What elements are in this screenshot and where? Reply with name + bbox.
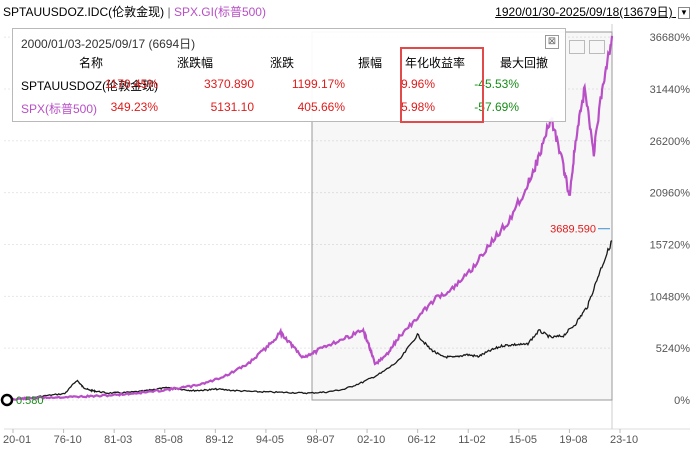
chevron-down-icon[interactable]: ▼ [678, 7, 690, 19]
row-annual-return: 9.96% [400, 77, 435, 91]
date-range-text: 1920/01/30-2025/09/18(13679日) [495, 5, 673, 19]
stats-row-gold: SPTAUUSDOZ(伦敦金现) 1170.45% 3370.890 1199.… [13, 74, 565, 94]
y-tick-label: 31440% [650, 84, 691, 96]
stats-header-row: 名称 涨跌幅 涨跌 振幅 年化收益率 最大回撤 [13, 51, 565, 71]
window-close-icon[interactable] [589, 40, 605, 54]
x-tick-label: 94-05 [256, 434, 284, 446]
row-max-drawdown: -45.53% [474, 77, 519, 91]
x-tick-label: 81-03 [104, 434, 132, 446]
symbol-spx-label[interactable]: SPX.GI(标普500) [173, 5, 266, 19]
row-amplitude: 405.66% [297, 100, 345, 114]
row-change-pct: 349.23% [110, 100, 158, 114]
row-name: SPTAUUSDOZ(伦敦金现) [21, 79, 159, 93]
maximize-icon[interactable] [569, 40, 585, 54]
x-tick-label: 23-10 [610, 434, 638, 446]
row-change: 3370.890 [203, 77, 254, 91]
symbol-separator: | [167, 5, 171, 19]
x-tick-label: 76-10 [54, 434, 82, 446]
x-tick-label: 20-01 [3, 434, 31, 446]
header-change: 涨跌 [270, 56, 295, 70]
header-symbols: SPTAUUSDOZ.IDC(伦敦金现) | SPX.GI(标普500) [3, 3, 266, 20]
x-tick-label: 85-08 [155, 434, 183, 446]
x-tick-label: 19-08 [559, 434, 587, 446]
tooltip-date-range: 2000/01/03-2025/09/17 (6694日) [21, 37, 196, 51]
row-change: 5131.10 [210, 100, 254, 114]
y-tick-label: 5240% [656, 343, 690, 355]
x-tick-label: 06-12 [408, 434, 436, 446]
stats-row-spx: SPX(标普500) 349.23% 5131.10 405.66% 5.98%… [13, 97, 565, 117]
x-tick-label: 15-05 [509, 434, 537, 446]
y-tick-label: 20960% [650, 188, 691, 200]
row-amplitude: 1199.17% [291, 77, 345, 91]
header-annual-return: 年化收益率 [405, 56, 466, 70]
header-amplitude: 振幅 [358, 56, 383, 70]
x-tick-label: 98-07 [307, 434, 335, 446]
start-value-label: 0.580 [16, 395, 44, 407]
row-name: SPX(标普500) [21, 102, 98, 116]
row-change-pct: 1170.45% [104, 77, 158, 91]
header-name: 名称 [79, 56, 104, 70]
y-tick-label: 15720% [650, 239, 691, 251]
x-tick-label: 89-12 [205, 434, 233, 446]
symbol-gold-label[interactable]: SPTAUUSDOZ.IDC(伦敦金现) [3, 5, 165, 19]
header-change-pct: 涨跌幅 [177, 56, 214, 70]
start-marker [0, 393, 14, 407]
y-tick-label: 0% [674, 395, 690, 407]
y-tick-label: 26200% [650, 136, 691, 148]
panel-toolbar [569, 40, 609, 56]
annual-return-highlight [400, 47, 484, 123]
y-tick-label: 10480% [650, 291, 691, 303]
chart-header: SPTAUUSDOZ.IDC(伦敦金现) | SPX.GI(标普500) 192… [0, 0, 693, 22]
header-max-drawdown: 最大回撤 [500, 56, 549, 70]
stats-tooltip: 2000/01/03-2025/09/17 (6694日) ⊠ 名称 涨跌幅 涨… [12, 28, 566, 123]
x-tick-label: 11-02 [458, 434, 485, 446]
close-icon[interactable]: ⊠ [545, 35, 559, 49]
x-tick-label: 02-10 [357, 434, 385, 446]
series-line-gold [4, 240, 613, 401]
date-range-selector[interactable]: 1920/01/30-2025/09/18(13679日) ▼ [495, 3, 690, 20]
row-annual-return: 5.98% [400, 100, 435, 114]
end-value-label: 3689.590 [550, 224, 596, 236]
row-max-drawdown: -57.69% [474, 100, 519, 114]
y-tick-label: 36680% [650, 32, 691, 44]
